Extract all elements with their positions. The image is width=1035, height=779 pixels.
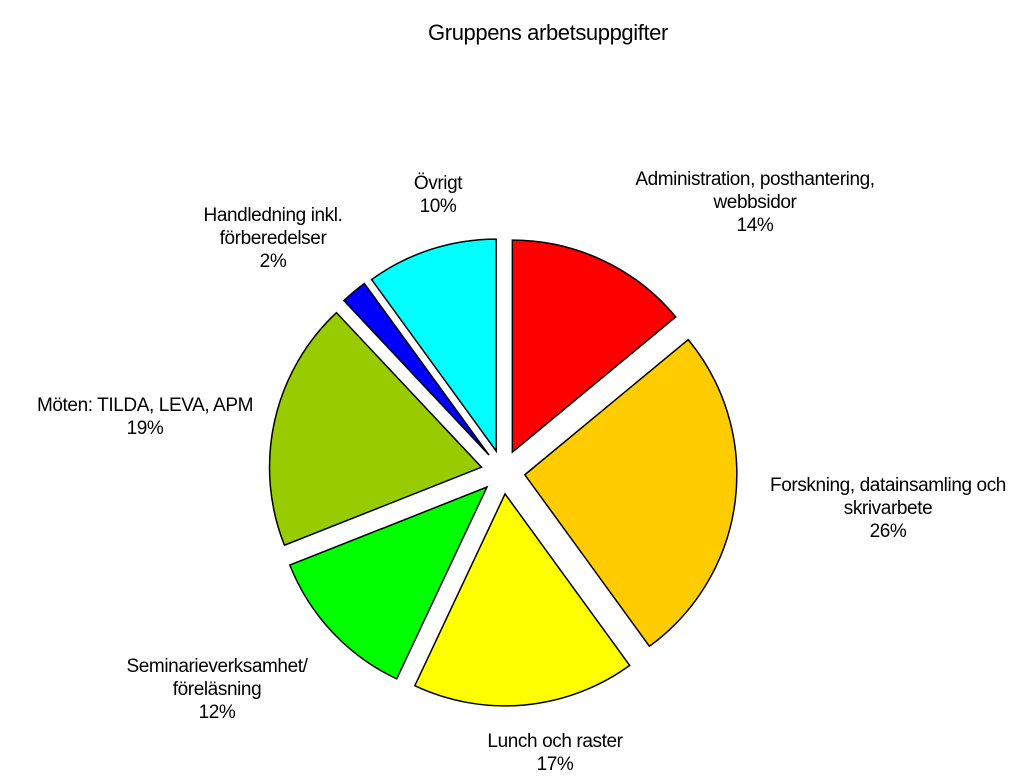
slice-label: Handledning inkl. förberedelser 2%	[204, 204, 343, 273]
category-label: Handledning inkl. förberedelser	[203, 205, 343, 249]
pie-slice	[523, 338, 738, 648]
pie-slice	[342, 282, 490, 456]
value-label: 2%	[259, 251, 287, 272]
slice-label: Forskning, datainsamling och skrivarbete…	[770, 474, 1006, 543]
slice-label: Övrigt 10%	[413, 172, 463, 218]
slice-label: Administration, posthantering, webbsidor…	[635, 168, 875, 237]
value-label: 12%	[198, 702, 236, 723]
slice-label: Lunch och raster 17%	[487, 730, 623, 776]
slice-label: Seminarieverksamhet/ föreläsning 12%	[126, 655, 307, 724]
pie-slice	[268, 311, 483, 547]
category-label: Möten: TILDA, LEVA, APM	[36, 395, 254, 416]
value-label: 17%	[536, 754, 574, 775]
value-label: 14%	[736, 215, 774, 236]
category-label: Administration, posthantering, webbsidor	[635, 169, 875, 213]
pie-slice	[511, 239, 677, 454]
value-label: 26%	[869, 521, 907, 542]
pie-slice	[370, 238, 497, 454]
value-label: 19%	[126, 418, 164, 439]
category-label: Seminarieverksamhet/ föreläsning	[126, 656, 308, 700]
category-label: Forskning, datainsamling och skrivarbete	[770, 475, 1006, 519]
pie-slice	[413, 492, 631, 707]
category-label: Övrigt	[413, 173, 463, 194]
slice-label: Möten: TILDA, LEVA, APM 19%	[37, 394, 253, 440]
value-label: 10%	[419, 196, 457, 217]
chart-title: Gruppens arbetsuppgifter	[428, 20, 668, 45]
pie-slice	[288, 485, 489, 680]
category-label: Lunch och raster	[487, 731, 623, 752]
